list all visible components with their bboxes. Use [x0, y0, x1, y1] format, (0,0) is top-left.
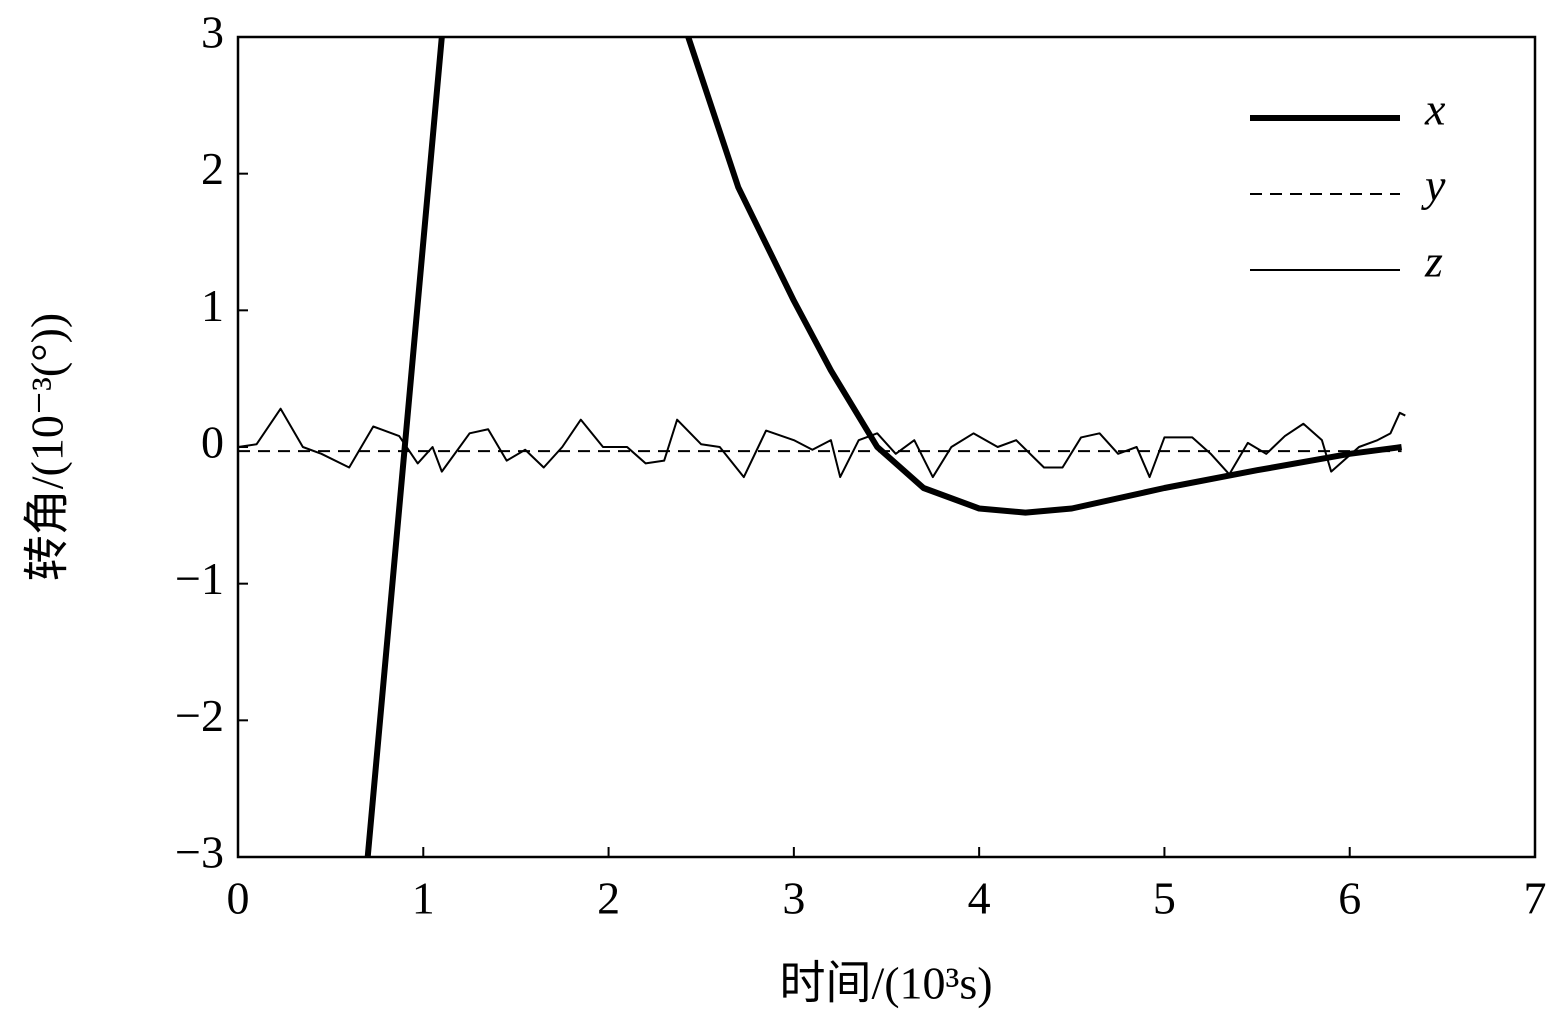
x-tick-label: 4 [968, 873, 991, 924]
y-tick-label: 2 [201, 143, 224, 194]
y-tick-label: 0 [201, 417, 224, 468]
y-tick-label: 3 [201, 7, 224, 58]
legend-label: x [1424, 84, 1446, 135]
x-tick-label: 5 [1153, 873, 1176, 924]
series-line [364, 37, 1402, 857]
y-tick-label: −2 [175, 690, 224, 741]
y-tick-label: 1 [201, 280, 224, 331]
legend-label: y [1421, 160, 1446, 211]
legend-label: z [1424, 236, 1443, 287]
y-axis-label: 转角/(10⁻³(°)) [22, 313, 73, 582]
x-tick-label: 3 [782, 873, 805, 924]
series-line [238, 407, 1406, 479]
x-tick-label: 1 [412, 873, 435, 924]
y-tick-label: −1 [175, 553, 224, 604]
x-tick-label: 7 [1524, 873, 1547, 924]
x-tick-label: 0 [227, 873, 250, 924]
x-tick-label: 6 [1338, 873, 1361, 924]
y-tick-label: −3 [175, 827, 224, 878]
x-axis-label: 时间/(10³s) [779, 958, 992, 1009]
x-tick-label: 2 [597, 873, 620, 924]
plot-area [238, 37, 1406, 857]
